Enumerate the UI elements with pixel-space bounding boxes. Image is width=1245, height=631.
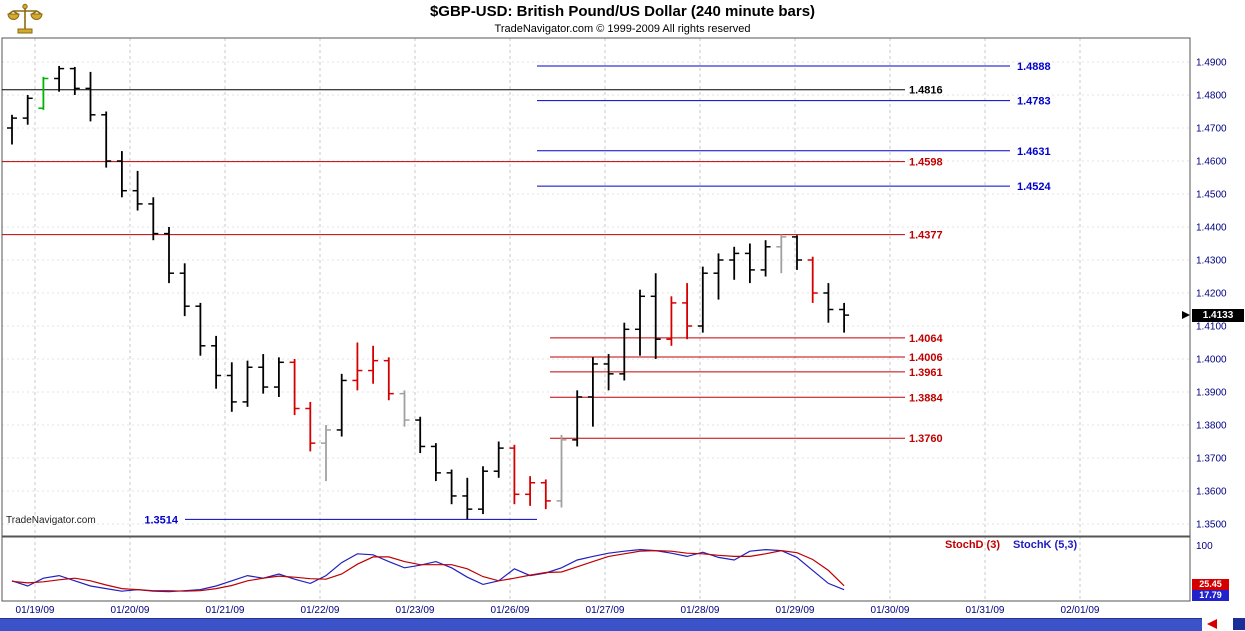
svg-text:1.3760: 1.3760 <box>909 433 943 445</box>
stochd-value-badge: 25.45 <box>1192 579 1229 590</box>
svg-text:1.4377: 1.4377 <box>909 230 943 242</box>
svg-text:1.4000: 1.4000 <box>1196 355 1227 366</box>
svg-text:1.4700: 1.4700 <box>1196 124 1227 135</box>
svg-text:1.3884: 1.3884 <box>909 392 944 404</box>
svg-text:01/30/09: 01/30/09 <box>871 605 910 616</box>
svg-text:1.3961: 1.3961 <box>909 367 943 379</box>
price-grid-and-axis: 1.4900 1.4800 1.4700 1.4600 1.4500 1.4400 1.43… <box>2 58 1227 531</box>
svg-text:1.4006: 1.4006 <box>909 352 943 364</box>
svg-text:01/27/09: 01/27/09 <box>586 605 625 616</box>
svg-text:01/31/09: 01/31/09 <box>966 605 1005 616</box>
svg-text:1.4888: 1.4888 <box>1017 61 1051 73</box>
svg-text:1.4600: 1.4600 <box>1196 157 1227 168</box>
svg-text:1.4900: 1.4900 <box>1196 58 1227 69</box>
watermark-text: TradeNavigator.com <box>6 515 96 526</box>
svg-text:02/01/09: 02/01/09 <box>1061 605 1100 616</box>
svg-text:1.4598: 1.4598 <box>909 157 943 169</box>
stoch-panel-border <box>1 536 1191 602</box>
svg-text:1.4816: 1.4816 <box>909 85 943 97</box>
stochk-legend-label: StochK (5,3) <box>1013 539 1078 551</box>
svg-text:1.4100: 1.4100 <box>1196 322 1227 333</box>
svg-text:01/19/09: 01/19/09 <box>16 605 55 616</box>
svg-text:1.3500: 1.3500 <box>1196 520 1227 531</box>
svg-text:1.4500: 1.4500 <box>1196 190 1227 201</box>
chart-copyright: TradeNavigator.com © 1999-2009 All right… <box>494 23 751 35</box>
stochd-legend-label: StochD (3) <box>945 539 1000 551</box>
svg-text:1.3514: 1.3514 <box>144 514 179 526</box>
svg-text:1.3600: 1.3600 <box>1196 487 1227 498</box>
last-price-pointer-icon <box>1182 311 1190 319</box>
date-grid-and-axis: 01/19/09 01/20/09 01/21/09 01/22/09 01/23/09… <box>16 38 1100 616</box>
svg-text:1.4800: 1.4800 <box>1196 91 1227 102</box>
svg-text:1.4524: 1.4524 <box>1017 181 1052 193</box>
stochk-value-badge: 17.79 <box>1192 590 1229 601</box>
svg-text:01/21/09: 01/21/09 <box>206 605 245 616</box>
svg-text:01/22/09: 01/22/09 <box>301 605 340 616</box>
svg-text:01/28/09: 01/28/09 <box>681 605 720 616</box>
support-resistance-levels: 1.4888 1.4816 1.4783 1.4631 1.4598 1.4524 1.43… <box>2 61 1052 526</box>
stoch-scale-top-label: 100 <box>1196 541 1213 552</box>
price-panel-border <box>1 37 1191 537</box>
svg-text:01/20/09: 01/20/09 <box>111 605 150 616</box>
svg-text:1.4400: 1.4400 <box>1196 223 1227 234</box>
tradenavigator-scales-logo-icon <box>6 2 44 36</box>
scroll-left-arrow-icon[interactable] <box>1207 619 1217 629</box>
stochastic-lines <box>11 548 845 593</box>
svg-text:1.4300: 1.4300 <box>1196 256 1227 267</box>
scrollbar-thumb[interactable] <box>0 618 1202 631</box>
horizontal-scrollbar[interactable] <box>0 617 1245 631</box>
chart-title: $GBP-USD: British Pound/US Dollar (240 m… <box>429 3 816 20</box>
last-price-badge: 1.4133 <box>1192 309 1244 322</box>
svg-text:1.4064: 1.4064 <box>909 333 944 345</box>
svg-text:1.3900: 1.3900 <box>1196 388 1227 399</box>
scrollbar-end-cap <box>1233 618 1245 630</box>
svg-text:01/23/09: 01/23/09 <box>396 605 435 616</box>
svg-text:1.3800: 1.3800 <box>1196 421 1227 432</box>
svg-text:01/26/09: 01/26/09 <box>491 605 530 616</box>
svg-text:1.4200: 1.4200 <box>1196 289 1227 300</box>
svg-text:1.4631: 1.4631 <box>1017 146 1051 158</box>
svg-text:01/29/09: 01/29/09 <box>776 605 815 616</box>
ohlc-bars <box>7 65 850 520</box>
svg-text:1.4783: 1.4783 <box>1017 96 1051 108</box>
svg-text:1.3700: 1.3700 <box>1196 454 1227 465</box>
